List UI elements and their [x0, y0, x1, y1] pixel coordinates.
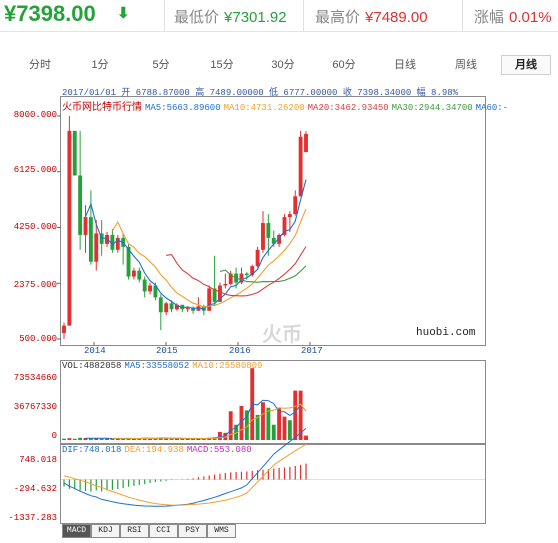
volume-tick-label: 36767330 — [13, 402, 57, 412]
vol-ma5-legend: MA5:33558052 — [124, 361, 190, 371]
indicator-tab-macd[interactable]: MACD — [62, 524, 91, 538]
volume-tick-label: 73534660 — [13, 373, 57, 383]
x-tick-label: 2016 — [229, 346, 251, 356]
price-down-arrow-icon: ⬇ — [117, 5, 130, 22]
change-stat: 涨幅 0.01% — [474, 6, 552, 27]
current-price: ¥7398.00 — [4, 1, 96, 26]
indicator-tab-cci[interactable]: CCI — [149, 524, 178, 538]
ma10-legend: MA10:4731.26200 — [223, 103, 305, 113]
macd-tick-label: -294.632 — [13, 484, 57, 494]
volume-tick-label: 0 — [51, 431, 57, 441]
high-price-stat: 最高价 ¥7489.00 — [315, 6, 428, 27]
indicator-tab-rsi[interactable]: RSI — [120, 524, 149, 538]
tab-30min[interactable]: 30分 — [271, 59, 295, 71]
x-tick-label: 2014 — [84, 346, 106, 356]
price-tick-label: 4250.000 — [13, 222, 57, 232]
huobi-watermark-logo: 火币 — [262, 324, 302, 346]
volume-panel — [60, 360, 486, 444]
dea-legend: DEA:194.938 — [124, 445, 184, 455]
macd-legend: DIF:748.018 DEA:194.938 MACD:553.080 — [62, 445, 255, 455]
change-label: 涨幅 — [474, 9, 505, 26]
indicator-tab-psy[interactable]: PSY — [178, 524, 207, 538]
tab-weekly[interactable]: 周线 — [455, 59, 477, 71]
divider — [164, 0, 165, 31]
chart-title: 火币网比特币行情 — [62, 102, 142, 113]
ohlc-info: 2017/01/01 开 6788.87000 高 7489.00000 低 6… — [62, 88, 459, 98]
divider — [462, 0, 463, 31]
tab-5min[interactable]: 5分 — [152, 59, 170, 71]
low-price-stat: 最低价 ¥7301.92 — [174, 6, 287, 27]
price-tick-label: 2375.000 — [13, 280, 57, 290]
low-price-value: ¥7301.92 — [224, 9, 287, 26]
high-price-value: ¥7489.00 — [365, 9, 428, 26]
change-value: 0.01% — [509, 9, 552, 26]
x-tick-label: 2017 — [301, 346, 323, 356]
tab-1min[interactable]: 1分 — [91, 59, 109, 71]
watermark-text: huobi.com — [416, 327, 476, 339]
price-panel — [60, 96, 486, 346]
macd-tick-label: -1337.283 — [8, 513, 57, 523]
timeframe-tabs: 分时 1分 5分 15分 30分 60分 日线 周线 月线 — [0, 55, 558, 75]
tab-60min[interactable]: 60分 — [332, 59, 356, 71]
tab-daily[interactable]: 日线 — [394, 59, 416, 71]
ma5-legend: MA5:5663.89600 — [145, 103, 221, 113]
ma60-legend: MA60:- — [475, 103, 509, 113]
indicator-tab-kdj[interactable]: KDJ — [91, 524, 120, 538]
low-price-label: 最低价 — [174, 9, 220, 26]
vol-legend: VOL:4882058 — [62, 361, 122, 371]
vol-ma10-legend: MA10:25580809 — [192, 361, 263, 371]
tab-fenshi[interactable]: 分时 — [29, 59, 51, 71]
indicator-tab-wms[interactable]: WMS — [207, 524, 236, 538]
price-legend: 火币网比特币行情 MA5:5663.89600 MA10:4731.26200 MA2… — [62, 98, 511, 113]
ma20-legend: MA20:3462.93450 — [307, 103, 389, 113]
x-tick-label: 2015 — [156, 346, 178, 356]
price-tick-label: 6125.000 — [13, 165, 57, 175]
price-bar: ¥7398.00 ⬇ 最低价 ¥7301.92 最高价 ¥7489.00 涨幅 0.0… — [0, 0, 558, 32]
ma30-legend: MA30:2944.34700 — [391, 103, 473, 113]
macd-tick-label: 748.018 — [19, 455, 57, 465]
volume-legend: VOL:4882058 MA5:33558052 MA10:25580809 — [62, 361, 265, 371]
price-tick-label: 500.000 — [19, 334, 57, 344]
macd-panel — [60, 444, 486, 524]
divider — [303, 0, 304, 31]
dif-legend: DIF:748.018 — [62, 445, 122, 455]
high-price-label: 最高价 — [315, 9, 361, 26]
tab-15min[interactable]: 15分 — [210, 59, 234, 71]
macd-value-legend: MACD:553.080 — [186, 445, 252, 455]
price-tick-label: 8000.000 — [13, 110, 57, 120]
tab-monthly[interactable]: 月线 — [501, 55, 551, 75]
